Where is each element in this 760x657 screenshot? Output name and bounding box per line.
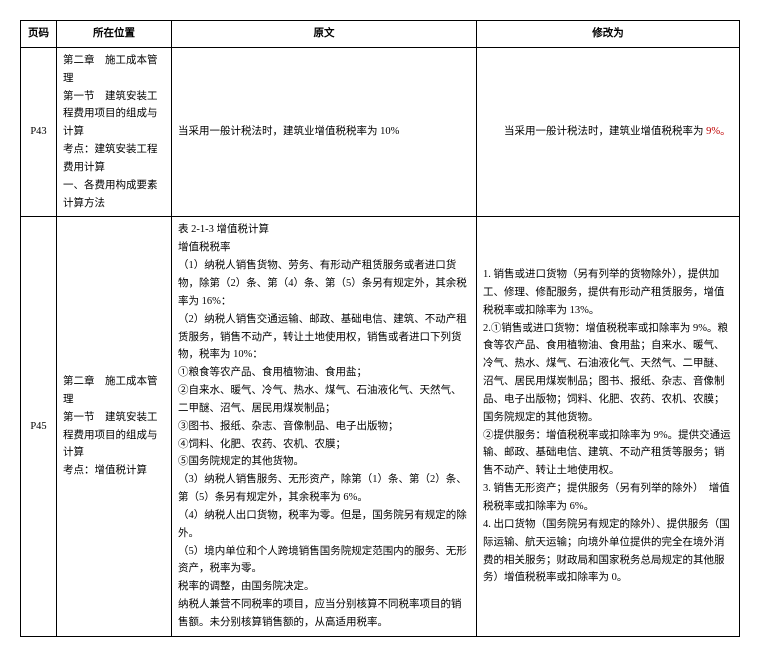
cell-modified: 1. 销售或进口货物（另有列举的货物除外），提供加工、修理、修配服务，提供有形动… xyxy=(477,217,740,636)
cell-original: 当采用一般计税法时，建筑业增值税税率为 10% xyxy=(172,47,477,217)
header-location: 所在位置 xyxy=(57,21,172,48)
table-row: P43 第二章 施工成本管理 第一节 建筑安装工程费用项目的组成与计算 考点：建… xyxy=(21,47,740,217)
header-modified: 修改为 xyxy=(477,21,740,48)
highlight-text: 9%。 xyxy=(706,126,731,137)
cell-location: 第二章 施工成本管理 第一节 建筑安装工程费用项目的组成与计算 考点：建筑安装工… xyxy=(57,47,172,217)
header-page: 页码 xyxy=(21,21,57,48)
cell-location: 第二章 施工成本管理 第一节 建筑安装工程费用项目的组成与计算 考点：增值税计算 xyxy=(57,217,172,636)
table-row: P45 第二章 施工成本管理 第一节 建筑安装工程费用项目的组成与计算 考点：增… xyxy=(21,217,740,636)
cell-modified: 当采用一般计税法时，建筑业增值税税率为 9%。 xyxy=(477,47,740,217)
cell-original: 表 2-1-3 增值税计算 增值税税率 （1）纳税人销售货物、劳务、有形动产租赁… xyxy=(172,217,477,636)
change-table: 页码 所在位置 原文 修改为 P43 第二章 施工成本管理 第一节 建筑安装工程… xyxy=(20,20,740,637)
cell-page: P45 xyxy=(21,217,57,636)
cell-page: P43 xyxy=(21,47,57,217)
header-row: 页码 所在位置 原文 修改为 xyxy=(21,21,740,48)
modified-text: 当采用一般计税法时，建筑业增值税税率为 xyxy=(504,126,706,137)
header-original: 原文 xyxy=(172,21,477,48)
